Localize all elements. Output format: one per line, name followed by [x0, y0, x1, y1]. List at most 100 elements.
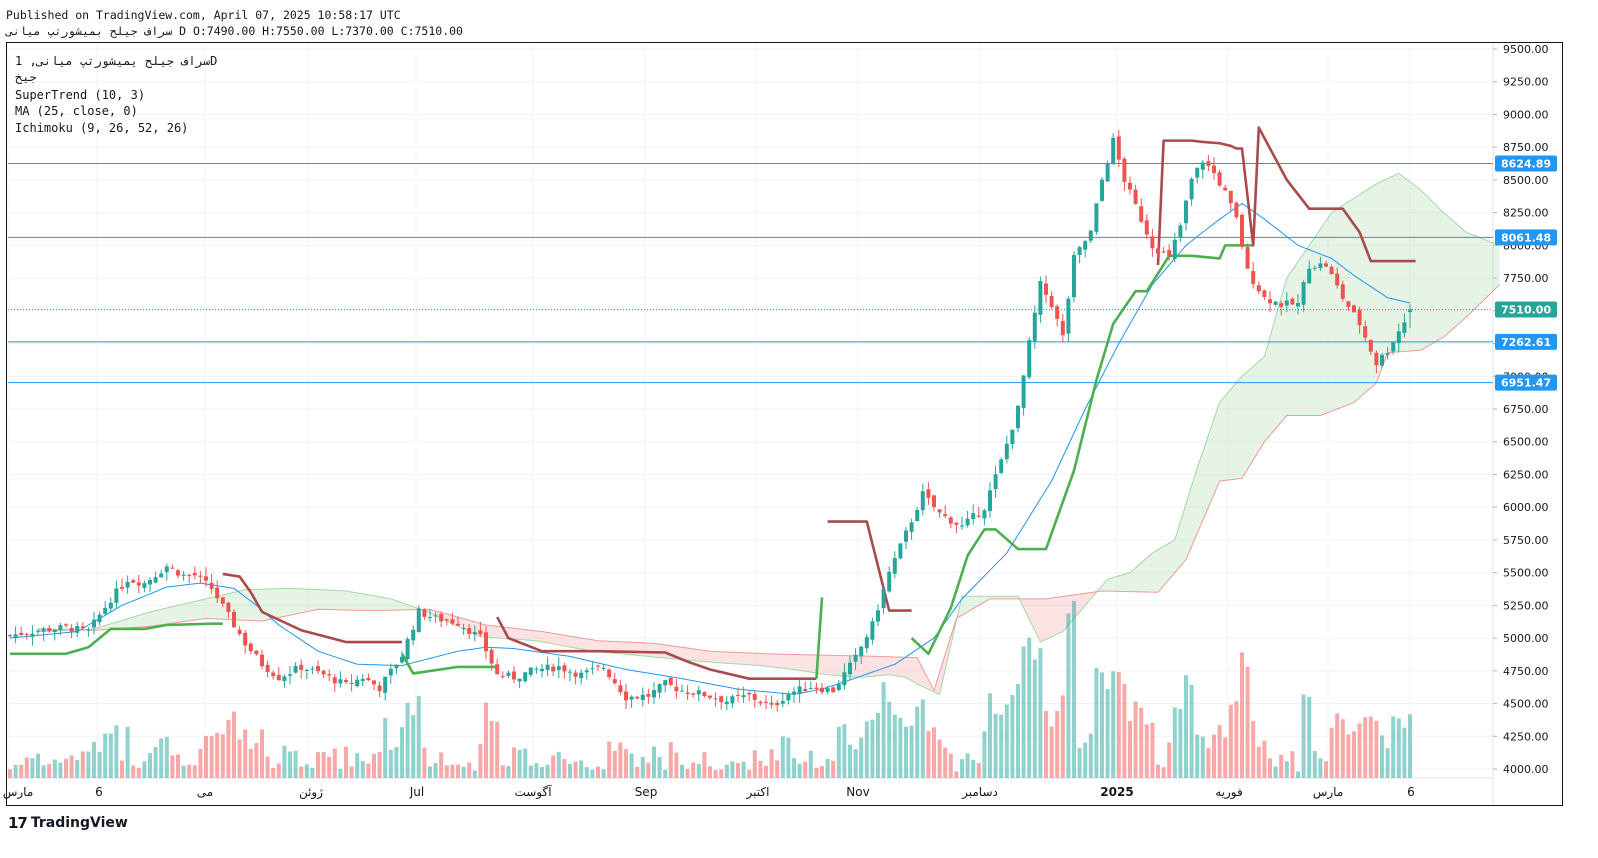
candle-body: [1066, 298, 1071, 334]
volume-bar: [86, 751, 91, 778]
price-label: 7262.61: [1501, 336, 1551, 349]
tradingview-brand[interactable]: 17 TradingView: [8, 814, 128, 832]
candle-body: [892, 558, 897, 574]
candle-body: [338, 679, 343, 684]
volume-bar: [1144, 724, 1149, 778]
volume-bar: [904, 726, 908, 778]
volume-bar: [1055, 711, 1060, 778]
candle-body: [30, 633, 35, 637]
candle-body: [489, 649, 494, 664]
volume-bar: [1189, 684, 1194, 778]
candle-body: [1245, 247, 1250, 269]
volume-bar: [176, 754, 180, 778]
legend-ichimoku[interactable]: Ichimoku (9, 26, 52, 26): [15, 121, 189, 135]
candle-body: [148, 579, 152, 585]
volume-bar: [730, 761, 735, 778]
candle-body: [159, 573, 164, 578]
candle-body: [377, 685, 382, 692]
volume-bar: [204, 735, 208, 778]
x-tick-label: Jul: [409, 785, 424, 799]
volume-bar: [1010, 695, 1015, 778]
ma-line: [9, 202, 1411, 695]
volume-bar: [36, 753, 40, 778]
candle-body: [1357, 310, 1362, 326]
volume-bar: [1212, 734, 1216, 778]
x-tick-label: اکتبر: [746, 785, 770, 800]
candle-body: [97, 614, 102, 623]
candle-body: [786, 693, 791, 701]
y-tick-label: 5500.00: [1503, 567, 1549, 580]
volume-bar: [1402, 727, 1407, 778]
time-axis: مارس 6 می ژوئن Jul آگوست Sep اکتبر Nov دسامبر 2025…: [3, 784, 1415, 800]
volume-bar: [243, 729, 248, 778]
candle-body: [226, 602, 231, 612]
y-tick-label: 5250.00: [1503, 599, 1549, 612]
candle-body: [75, 626, 80, 633]
candle-body: [926, 489, 931, 498]
candle-body: [293, 666, 298, 673]
candle-body: [691, 693, 696, 695]
candle-body: [416, 608, 421, 632]
volume-bar: [142, 761, 147, 778]
candle-body: [506, 672, 511, 676]
cloud-fill: [418, 608, 957, 695]
volume-bar: [764, 765, 768, 778]
candle-body: [288, 674, 292, 676]
volume-bar: [1324, 761, 1328, 778]
y-tick-label: 8750.00: [1503, 141, 1549, 154]
candle-body: [282, 676, 287, 682]
volume-bar: [982, 731, 987, 778]
candle-body: [1408, 309, 1412, 313]
candle-body: [92, 619, 96, 628]
candle-body: [1352, 305, 1356, 313]
candle-body: [332, 677, 337, 684]
candle-body: [1172, 239, 1177, 259]
candle-body: [909, 522, 914, 532]
candle-body: [657, 684, 662, 693]
candle-body: [237, 629, 242, 635]
candle-body: [993, 474, 998, 490]
volume-bar: [248, 748, 253, 778]
volume-bar: [881, 682, 886, 778]
candle-body: [512, 671, 516, 680]
volume-bar: [937, 739, 942, 778]
volume-bar: [148, 753, 152, 778]
x-tick-label: می: [197, 785, 213, 799]
candle-body: [545, 664, 550, 670]
x-tick-label: 2025: [1100, 785, 1133, 799]
candle-body: [713, 698, 718, 700]
candle-body: [108, 602, 113, 609]
candle-body: [64, 624, 68, 626]
candle-body: [887, 571, 892, 592]
volume-bar: [310, 767, 315, 778]
y-tick-label: 9500.00: [1503, 43, 1549, 56]
volume-bar: [1245, 666, 1250, 778]
volume-bar: [416, 696, 421, 778]
volume-bar: [304, 764, 309, 778]
volume-bar: [876, 712, 880, 778]
candle-body: [58, 625, 63, 630]
volume-bar: [797, 763, 802, 778]
candle-body: [1240, 214, 1244, 247]
legend-supertrend[interactable]: SuperTrend (10, 3): [15, 88, 146, 102]
price-label-bg: [1495, 374, 1557, 391]
candle-body: [646, 693, 651, 697]
candle-body: [769, 702, 774, 705]
legend-ma[interactable]: MA (25, close, 0): [15, 104, 138, 118]
candle-body: [915, 510, 920, 522]
y-tick-label: 6500.00: [1503, 436, 1549, 449]
candle-body: [232, 611, 236, 628]
volume-bar: [1206, 748, 1211, 778]
price-label: 8061.48: [1501, 231, 1551, 244]
volume-bar: [624, 749, 628, 778]
candle-body: [1284, 300, 1289, 306]
chart-frame[interactable]: [6, 42, 1563, 806]
volume-bar: [500, 765, 505, 778]
candle-body: [612, 679, 617, 684]
volume-bar: [1133, 701, 1138, 778]
candle-body: [372, 680, 376, 685]
volume-bar: [344, 746, 348, 778]
volume-bar: [1217, 725, 1222, 778]
candle-body: [310, 668, 315, 670]
